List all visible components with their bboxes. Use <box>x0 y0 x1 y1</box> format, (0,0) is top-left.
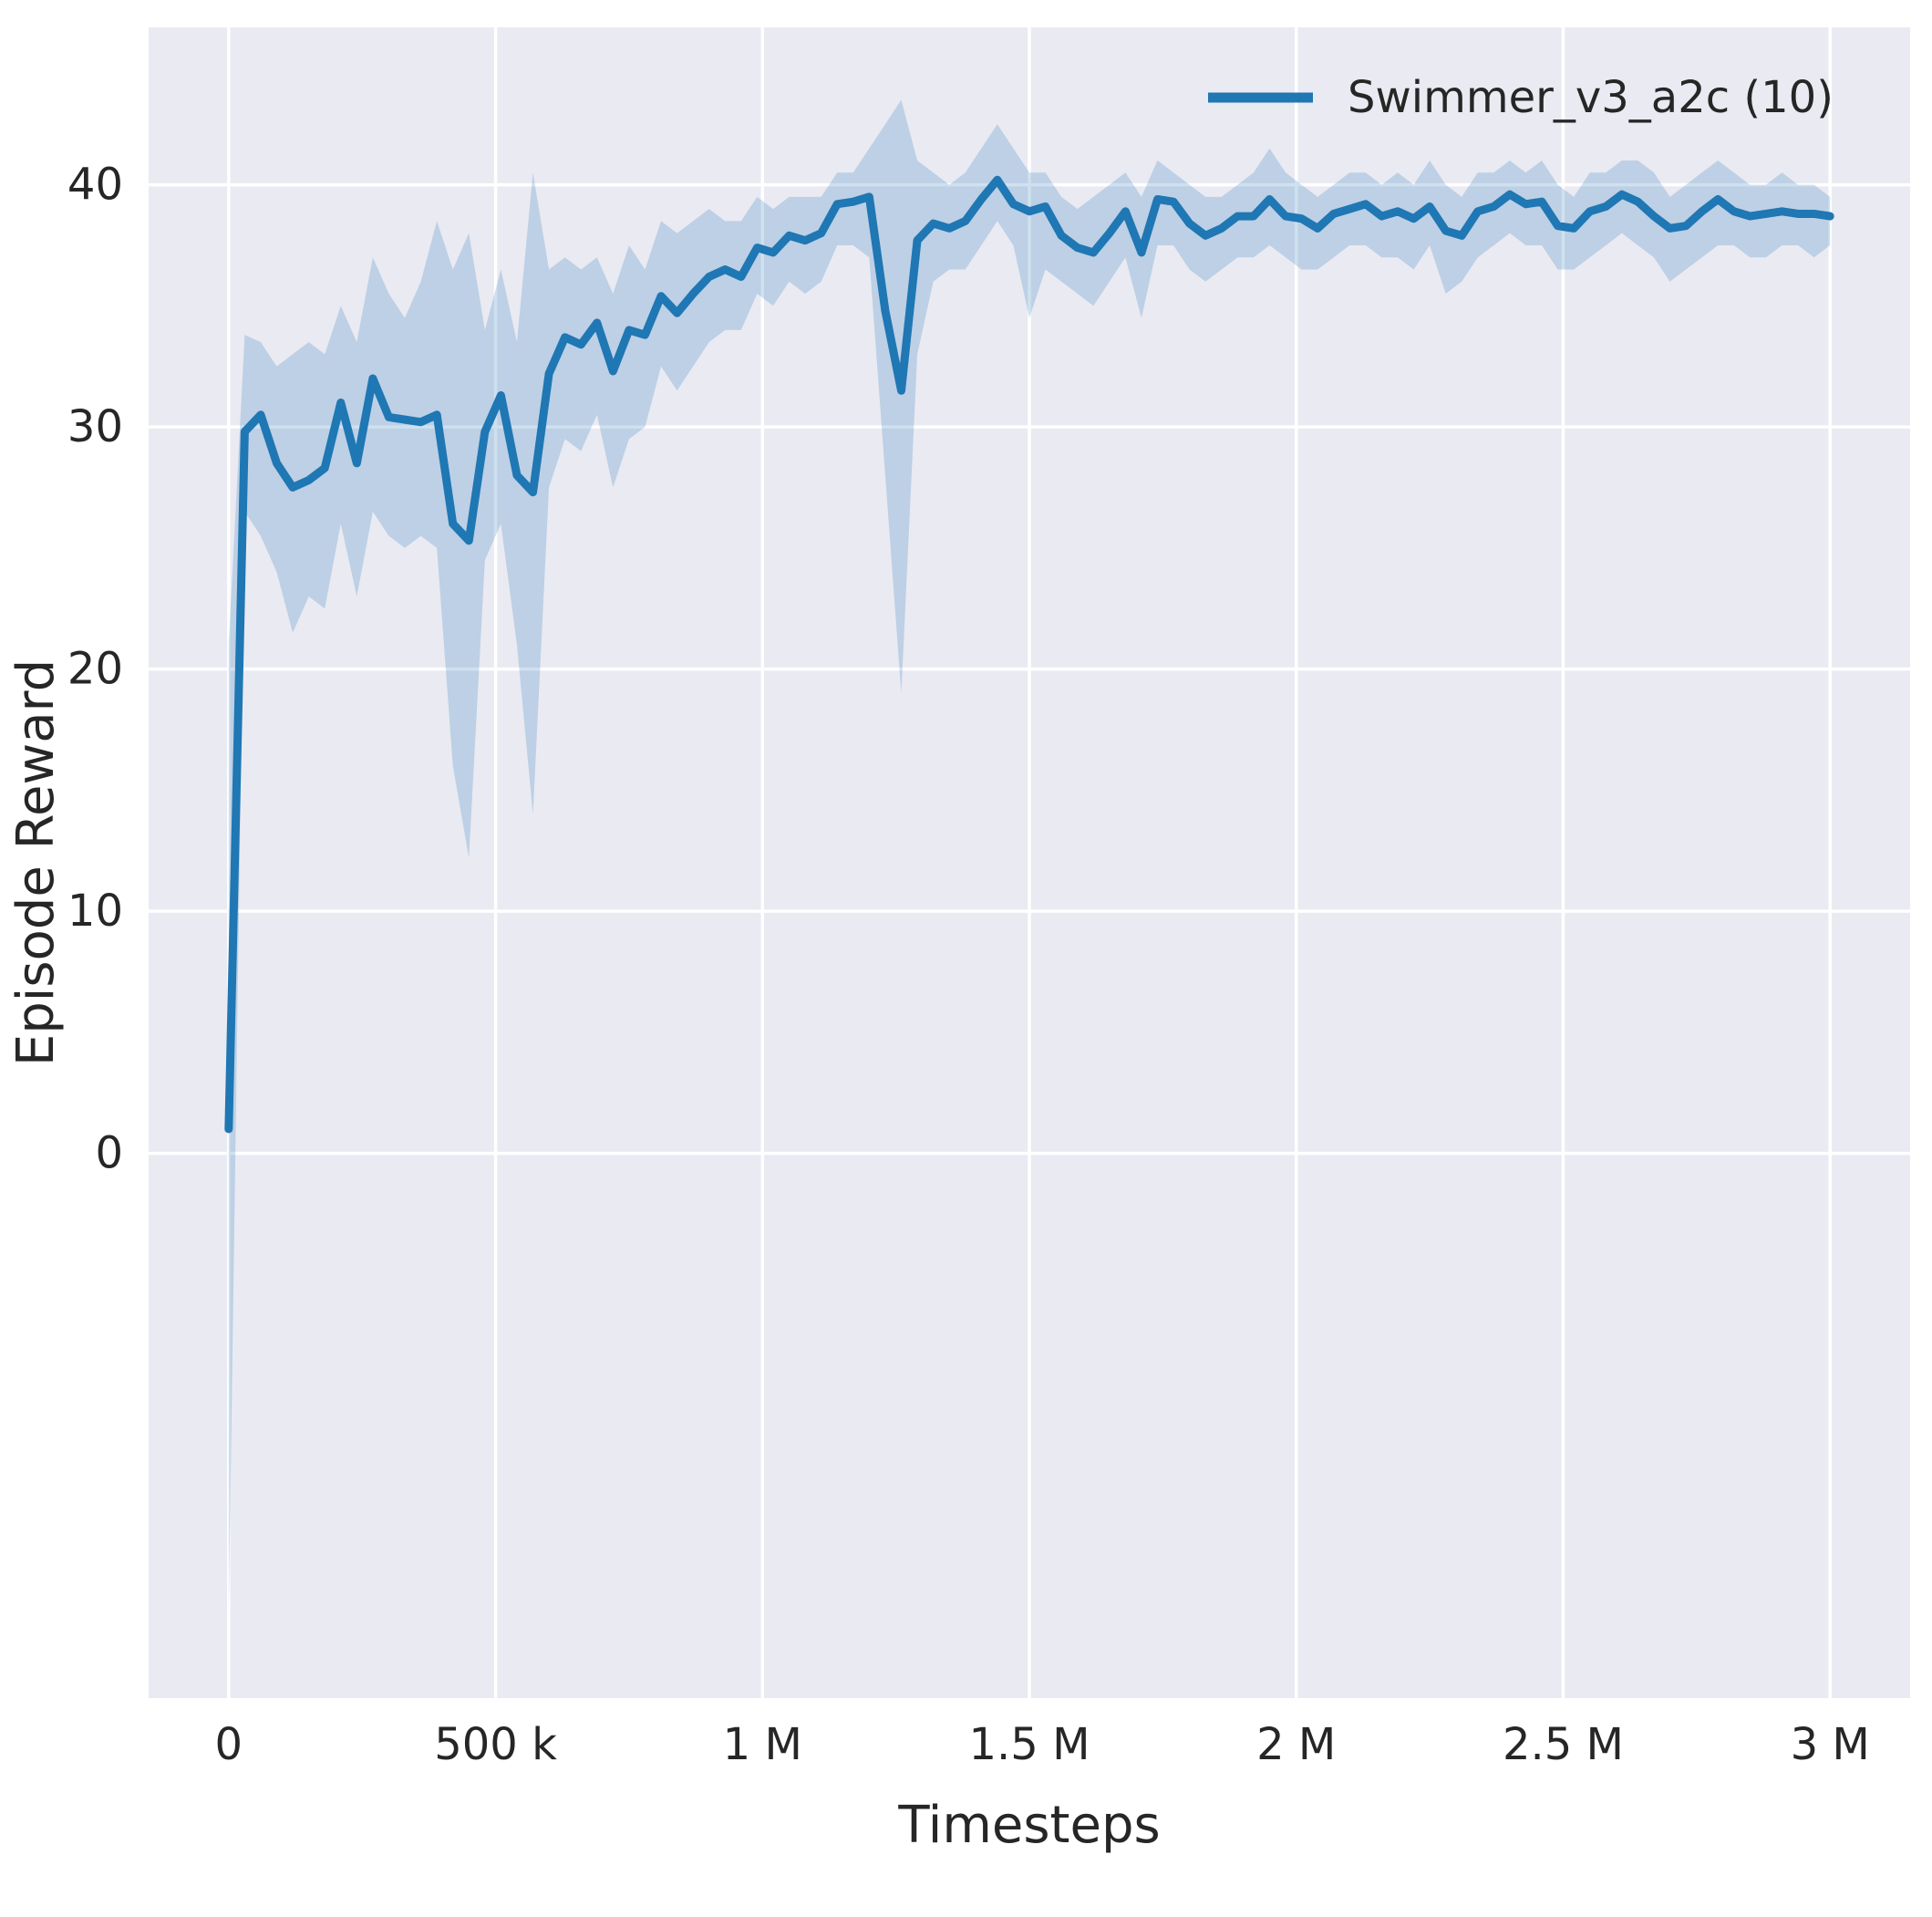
mean-line <box>224 175 1834 1134</box>
x-axis-label: Timesteps <box>897 1796 1160 1855</box>
y-tick-label: 0 <box>95 1128 123 1179</box>
y-tick-label: 20 <box>67 644 123 695</box>
x-tick-label: 0 <box>215 1719 243 1770</box>
x-tick-label: 1 M <box>723 1719 802 1770</box>
x-tick-label: 2 M <box>1256 1719 1336 1770</box>
y-tick-label: 10 <box>67 886 123 937</box>
x-tick-label: 3 M <box>1791 1719 1870 1770</box>
grid <box>149 27 1910 1698</box>
x-tick-label: 1.5 M <box>968 1719 1090 1770</box>
legend-label: Swimmer_v3_a2c (10) <box>1348 72 1834 123</box>
y-tick-label: 40 <box>67 160 123 211</box>
confidence-band <box>228 99 1831 1614</box>
x-tick-label: 2.5 M <box>1503 1719 1624 1770</box>
y-axis-label: Episode Reward <box>6 659 66 1066</box>
y-tick-label: 30 <box>67 401 123 452</box>
x-tick-label: 500 k <box>434 1719 557 1770</box>
legend: Swimmer_v3_a2c (10) <box>1208 72 1834 123</box>
